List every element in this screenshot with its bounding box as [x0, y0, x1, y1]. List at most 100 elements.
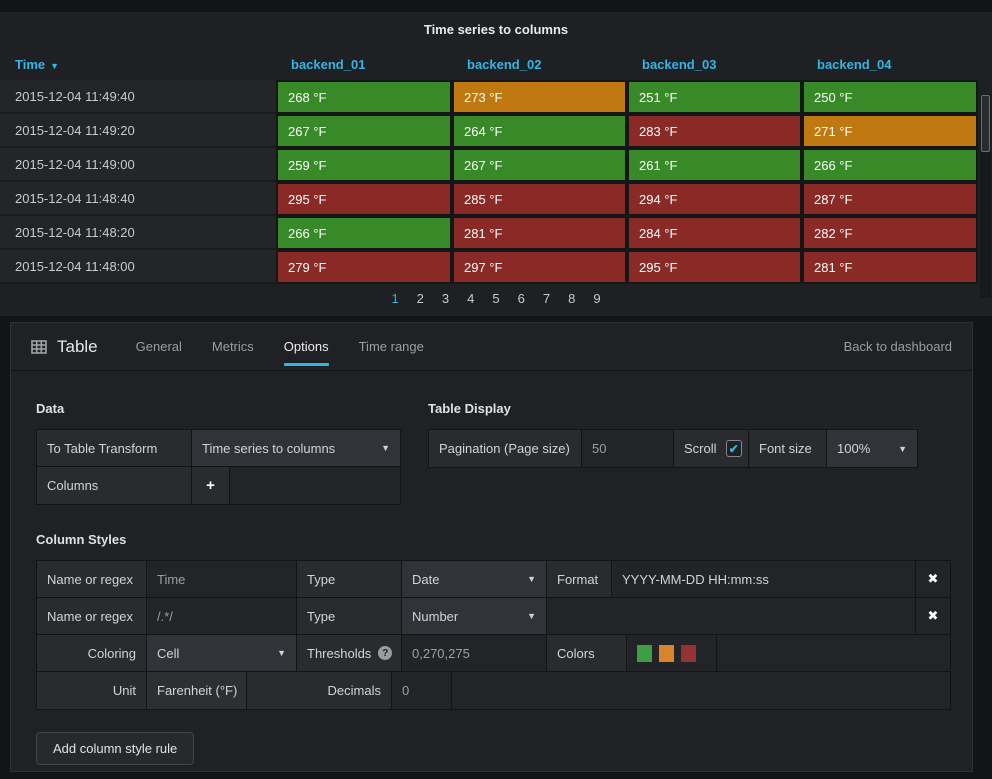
style-value: YYYY-MM-DD HH:mm:ss — [612, 561, 916, 597]
time-cell: 2015-12-04 11:49:20 — [0, 114, 276, 148]
value-cell: 281 °F — [802, 250, 978, 284]
color-swatch-2[interactable] — [681, 644, 696, 662]
color-swatch-0[interactable] — [637, 644, 652, 662]
sort-caret-icon: ▼ — [50, 60, 60, 71]
table-scrollbar[interactable] — [980, 94, 991, 298]
style-input-cell — [402, 635, 547, 671]
page-number-2[interactable]: 2 — [416, 291, 424, 306]
back-to-dashboard-link[interactable]: Back to dashboard — [843, 339, 952, 354]
style-input[interactable] — [412, 645, 536, 661]
pagination-label: Pagination (Page size) — [429, 430, 582, 467]
style-select[interactable]: Number ▼ — [402, 598, 547, 634]
style-label: Colors — [547, 635, 627, 671]
columns-row: Columns + — [37, 467, 400, 504]
color-swatch-1[interactable] — [659, 644, 674, 662]
font-size-select[interactable]: 100% ▼ — [827, 430, 917, 467]
data-table: Time ▼ backend_01 backend_02 backend_03 backe… — [0, 48, 978, 284]
style-select-value: Cell — [157, 645, 180, 661]
style-label: Format — [547, 561, 612, 597]
value-cell: 284 °F — [627, 216, 802, 250]
remove-style-button[interactable]: ✖ — [916, 561, 950, 597]
style-label: Decimals — [247, 672, 392, 709]
tab-options[interactable]: Options — [283, 323, 329, 371]
page-number-8[interactable]: 8 — [568, 291, 576, 306]
page-number-6[interactable]: 6 — [517, 291, 525, 306]
close-icon: ✖ — [927, 608, 939, 623]
style-select[interactable]: Farenheit (°F) — [147, 672, 247, 709]
style-label: Thresholds? — [297, 635, 402, 671]
page-number-3[interactable]: 3 — [441, 291, 450, 306]
check-icon: ✔ — [728, 441, 739, 456]
tab-metrics[interactable]: Metrics — [211, 338, 254, 354]
pagination-size-input[interactable] — [592, 441, 663, 456]
column-header-backend_01[interactable]: backend_01 — [291, 56, 366, 72]
value-cell: 295 °F — [276, 182, 452, 216]
style-label: Coloring — [37, 635, 147, 671]
value-cell: 266 °F — [276, 216, 452, 250]
panel-editor: Table General Metrics Options Time range Ba… — [10, 322, 973, 772]
chevron-down-icon: ▼ — [527, 611, 536, 621]
data-section: Data To Table Transform Time series to c… — [36, 401, 401, 505]
page-number-1[interactable]: 1 — [391, 291, 399, 306]
column-header-time[interactable]: Time ▼ — [15, 56, 60, 72]
scroll-label: Scroll — [684, 441, 717, 456]
page-number-9[interactable]: 9 — [593, 291, 601, 306]
transform-select[interactable]: Time series to columns ▼ — [192, 430, 400, 466]
table-header-row: Time ▼ backend_01 backend_02 backend_03 backe… — [0, 48, 978, 80]
style-select[interactable]: Date ▼ — [402, 561, 547, 597]
value-cell: 259 °F — [276, 148, 452, 182]
page-number-5[interactable]: 5 — [492, 291, 500, 306]
table-display-row: Pagination (Page size) Scroll ✔ Font siz… — [429, 430, 917, 467]
scrollbar-thumb[interactable] — [981, 95, 990, 152]
page-number-7[interactable]: 7 — [542, 291, 551, 306]
column-header-backend_02[interactable]: backend_02 — [467, 56, 542, 72]
close-icon: ✖ — [927, 571, 939, 586]
value-cell: 297 °F — [452, 250, 627, 284]
table-row: 2015-12-04 11:49:40 268 °F 273 °F 251 °F 250… — [0, 80, 978, 114]
value-cell: 264 °F — [452, 114, 627, 148]
pagination: 1 2 3 4 5 6 7 8 9 — [0, 284, 992, 312]
value-cell: 282 °F — [802, 216, 978, 250]
column-header-backend_03[interactable]: backend_03 — [642, 56, 717, 72]
value-cell: 268 °F — [276, 80, 452, 114]
add-column-style-rule-button[interactable]: Add column style rule — [36, 732, 195, 765]
style-label: Name or regex — [37, 561, 147, 597]
value-cell: 283 °F — [627, 114, 802, 148]
tab-general[interactable]: General — [135, 338, 182, 354]
add-column-button[interactable]: + — [192, 467, 230, 504]
style-input[interactable] — [402, 683, 441, 698]
remove-style-button[interactable]: ✖ — [916, 598, 950, 634]
style-select[interactable]: Cell ▼ — [147, 635, 297, 671]
value-cell: 261 °F — [627, 148, 802, 182]
chevron-down-icon: ▼ — [898, 443, 907, 454]
value-cell: 251 °F — [627, 80, 802, 114]
column-style-row: Coloring Cell ▼ Thresholds? Colors — [37, 635, 950, 672]
style-input[interactable] — [157, 608, 286, 624]
chevron-down-icon: ▼ — [277, 648, 286, 658]
style-value — [547, 598, 916, 634]
value-cell: 294 °F — [627, 182, 802, 216]
style-input[interactable] — [157, 571, 286, 587]
time-cell: 2015-12-04 11:48:00 — [0, 250, 276, 284]
tab-time-range[interactable]: Time range — [358, 338, 424, 354]
column-styles-heading: Column Styles — [36, 532, 127, 547]
editor-panel-type: Table — [57, 336, 98, 356]
help-icon[interactable]: ? — [378, 646, 393, 660]
transform-label: To Table Transform — [37, 430, 192, 466]
column-header-backend_04[interactable]: backend_04 — [817, 56, 892, 72]
pagination-size-cell — [582, 430, 674, 467]
page-number-4[interactable]: 4 — [467, 291, 475, 306]
table-row: 2015-12-04 11:49:20 267 °F 264 °F 283 °F 271… — [0, 114, 978, 148]
editor-header: Table General Metrics Options Time range Ba… — [11, 323, 972, 371]
time-cell: 2015-12-04 11:48:20 — [0, 216, 276, 250]
scroll-checkbox[interactable]: ✔ — [725, 440, 742, 457]
value-cell: 287 °F — [802, 182, 978, 216]
columns-empty-cell — [230, 467, 400, 504]
style-label: Type — [297, 561, 402, 597]
editor-tabs: General Metrics Options Time range — [136, 323, 454, 371]
table-row: 2015-12-04 11:48:40 295 °F 285 °F 294 °F 287… — [0, 182, 978, 216]
font-size-value: 100% — [837, 441, 871, 456]
font-size-label: Font size — [749, 430, 827, 467]
